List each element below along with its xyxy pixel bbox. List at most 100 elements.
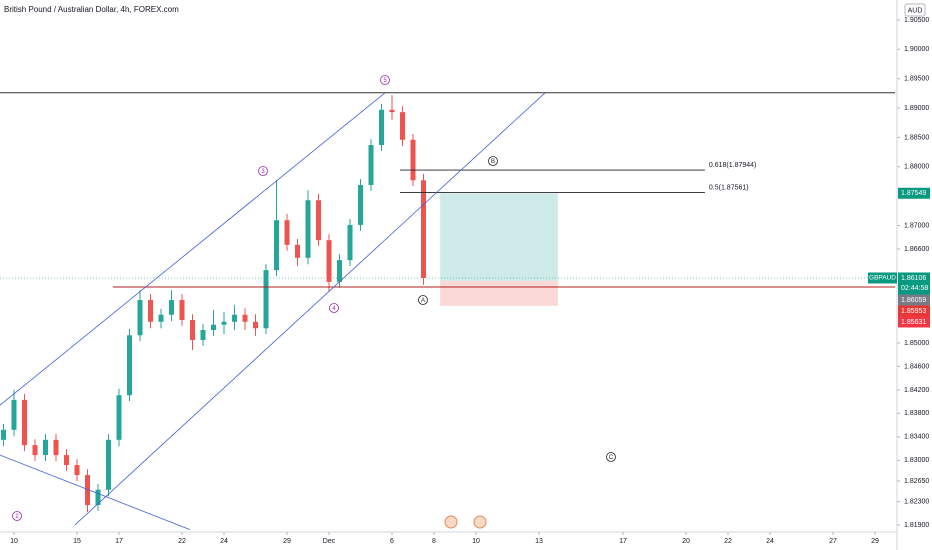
price-label: 1.86059 bbox=[901, 297, 926, 304]
x-tick-label: 29 bbox=[871, 538, 879, 545]
candle-body bbox=[22, 399, 28, 446]
y-tick-label: 1.83400 bbox=[904, 434, 929, 441]
loss-zone bbox=[440, 280, 558, 306]
x-tick-label: 20 bbox=[682, 538, 690, 545]
candle-body bbox=[421, 180, 427, 278]
price-label-bg bbox=[898, 305, 930, 317]
y-tick-label: 1.84600 bbox=[904, 363, 929, 370]
price-label: 1.85953 bbox=[901, 308, 926, 315]
price-label-bg bbox=[898, 294, 930, 306]
candle-body bbox=[253, 321, 259, 329]
candle-body bbox=[232, 314, 238, 322]
candle-body bbox=[410, 139, 416, 181]
x-tick-label: 17 bbox=[619, 538, 627, 545]
candle-body bbox=[95, 489, 101, 506]
price-label: 1.87549 bbox=[901, 190, 926, 197]
wave-circle bbox=[418, 295, 428, 305]
countdown: 02:44:58 bbox=[901, 285, 928, 292]
wave-circle bbox=[329, 303, 339, 313]
x-tick-label: 10 bbox=[472, 538, 480, 545]
candle-body bbox=[379, 109, 385, 146]
candle-body bbox=[64, 455, 70, 466]
candle-body bbox=[242, 314, 248, 322]
candle-body bbox=[116, 395, 122, 440]
candle-body bbox=[85, 475, 91, 506]
x-tick-label: 24 bbox=[766, 538, 774, 545]
price-label: 1.86106 bbox=[901, 275, 926, 282]
wave-circle bbox=[606, 452, 616, 462]
candle-body bbox=[190, 320, 196, 340]
wave-label: 2 bbox=[15, 514, 19, 520]
candle-body bbox=[200, 330, 206, 340]
candle-body bbox=[148, 300, 154, 322]
profit-zone bbox=[440, 193, 558, 281]
x-tick-label: 10 bbox=[10, 538, 18, 545]
candle-body bbox=[316, 200, 322, 241]
price-label-bg bbox=[898, 187, 930, 199]
y-tick-label: 1.87000 bbox=[904, 222, 929, 229]
candle-body bbox=[284, 220, 290, 245]
event-icon[interactable] bbox=[473, 515, 487, 529]
y-tick-label: 1.90000 bbox=[904, 46, 929, 53]
y-tick-label: 1.82650 bbox=[904, 478, 929, 485]
candle-body bbox=[347, 224, 353, 261]
wave-label: 5 bbox=[383, 78, 387, 84]
candle-body bbox=[368, 145, 374, 185]
candle-body bbox=[400, 112, 406, 140]
x-tick-label: Dec bbox=[323, 538, 336, 545]
event-icons bbox=[444, 515, 487, 529]
trendline bbox=[0, 92, 386, 406]
x-tick-label: 13 bbox=[535, 538, 543, 545]
x-tick-label: 6 bbox=[390, 538, 394, 545]
y-tick-label: 1.83800 bbox=[904, 410, 929, 417]
x-tick-label: 17 bbox=[115, 538, 123, 545]
x-tick-label: 8 bbox=[432, 538, 436, 545]
candle-body bbox=[158, 314, 164, 322]
candle-body bbox=[106, 439, 112, 490]
candle-body bbox=[337, 260, 343, 282]
candle-body bbox=[211, 324, 217, 331]
y-tick-label: 1.86600 bbox=[904, 246, 929, 253]
candle-body bbox=[53, 439, 59, 456]
wave-circle bbox=[12, 511, 22, 521]
fib-label: 0.618(1.87944) bbox=[709, 162, 756, 169]
trendline bbox=[74, 92, 546, 526]
y-tick-label: 1.89500 bbox=[904, 76, 929, 83]
event-icon[interactable] bbox=[444, 515, 458, 529]
candle-body bbox=[169, 300, 175, 315]
currency: AUD bbox=[908, 7, 923, 14]
candle-body bbox=[11, 399, 17, 430]
candle-body bbox=[137, 300, 143, 336]
wave-label: 4 bbox=[332, 306, 336, 312]
y-tick-label: 1.85000 bbox=[904, 340, 929, 347]
y-tick-label: 1.83000 bbox=[904, 457, 929, 464]
candle-body bbox=[389, 109, 395, 113]
wave-label: 3 bbox=[261, 169, 265, 175]
price-label-bg bbox=[898, 316, 930, 328]
symbol-tag bbox=[868, 272, 897, 284]
chart-title: British Pound / Australian Dollar, 4h, F… bbox=[4, 5, 179, 14]
candle-body bbox=[43, 439, 49, 456]
candle-body bbox=[221, 321, 227, 325]
y-tick-label: 1.89000 bbox=[904, 105, 929, 112]
x-tick-label: 22 bbox=[724, 538, 732, 545]
x-tick-label: 15 bbox=[73, 538, 81, 545]
y-tick-label: 1.90500 bbox=[904, 17, 929, 24]
wave-circle bbox=[258, 166, 268, 176]
candle-body bbox=[263, 270, 269, 329]
x-tick-label: 27 bbox=[829, 538, 837, 545]
wave-label: C bbox=[609, 455, 614, 461]
candle-body bbox=[305, 200, 311, 258]
price-label: 1.85631 bbox=[901, 319, 926, 326]
candle-body bbox=[358, 184, 364, 225]
y-tick-label: 1.88500 bbox=[904, 134, 929, 141]
y-tick-label: 1.84200 bbox=[904, 387, 929, 394]
x-tick-label: 29 bbox=[283, 538, 291, 545]
symbol-label: GBPAUD bbox=[869, 275, 896, 282]
wave-circle bbox=[488, 156, 498, 166]
fib-label: 0.5(1.87561) bbox=[709, 184, 749, 191]
candle-body bbox=[74, 465, 80, 476]
currency-box[interactable] bbox=[904, 3, 926, 17]
